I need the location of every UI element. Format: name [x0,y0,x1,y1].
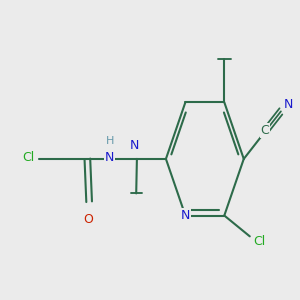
Text: Cl: Cl [22,151,35,164]
Text: O: O [83,213,93,226]
Text: H: H [106,136,114,146]
Text: N: N [284,98,293,111]
Text: N: N [181,209,190,222]
Text: N: N [105,151,114,164]
Text: N: N [129,139,139,152]
Text: C: C [261,124,269,137]
Text: Cl: Cl [254,235,266,248]
